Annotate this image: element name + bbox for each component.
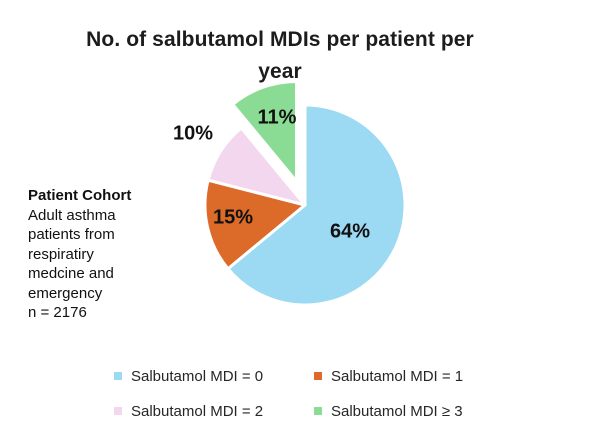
- patient-cohort-line: n = 2176: [28, 304, 87, 321]
- chart-title-line1: No. of salbutamol MDIs per patient per: [86, 28, 474, 51]
- pie-slice-3: [231, 79, 299, 183]
- data-label-slice-3: 11%: [257, 106, 297, 129]
- data-label-slice-0: 64%: [329, 220, 371, 243]
- legend-swatch-mdi-2-icon: [114, 407, 122, 415]
- patient-cohort-note: Patient Cohort Adult asthma patients fro…: [28, 186, 131, 323]
- legend-item-mdi-1: Salbutamol MDI = 1: [314, 367, 464, 385]
- patient-cohort-line: emergency: [28, 284, 103, 302]
- pie-slice-2: [206, 126, 307, 207]
- patient-cohort-line: medcine and: [28, 265, 114, 282]
- legend-swatch-mdi-3-icon: [314, 407, 322, 415]
- legend-item-mdi-3: Salbutamol MDI ≥ 3: [314, 402, 463, 420]
- patient-cohort-line: patients from: [28, 226, 115, 243]
- legend-item-mdi-0: Salbutamol MDI = 0: [114, 367, 264, 385]
- legend-swatch-mdi-1-icon: [314, 372, 322, 380]
- legend-label: Salbutamol MDI ≥ 3: [331, 402, 463, 420]
- legend-item-mdi-2: Salbutamol MDI = 2: [114, 402, 264, 420]
- data-label-slice-1: 15%: [212, 206, 254, 229]
- legend-swatch-mdi-0-icon: [114, 372, 122, 380]
- patient-cohort-line: respiratiry: [28, 245, 94, 263]
- patient-cohort-heading: Patient Cohort: [28, 187, 132, 204]
- data-label-slice-2: 10%: [172, 122, 214, 145]
- pie-slice-0: [226, 103, 407, 307]
- patient-cohort-line: Adult asthma: [28, 206, 116, 224]
- legend-label: Salbutamol MDI = 0: [131, 367, 264, 385]
- chart-title: No. of salbutamol MDIs per patient per y…: [0, 24, 560, 88]
- chart-title-line2: year: [258, 60, 302, 83]
- legend-label: Salbutamol MDI = 1: [331, 367, 464, 385]
- pie-slice-1: [203, 178, 307, 271]
- legend-label: Salbutamol MDI = 2: [131, 402, 264, 420]
